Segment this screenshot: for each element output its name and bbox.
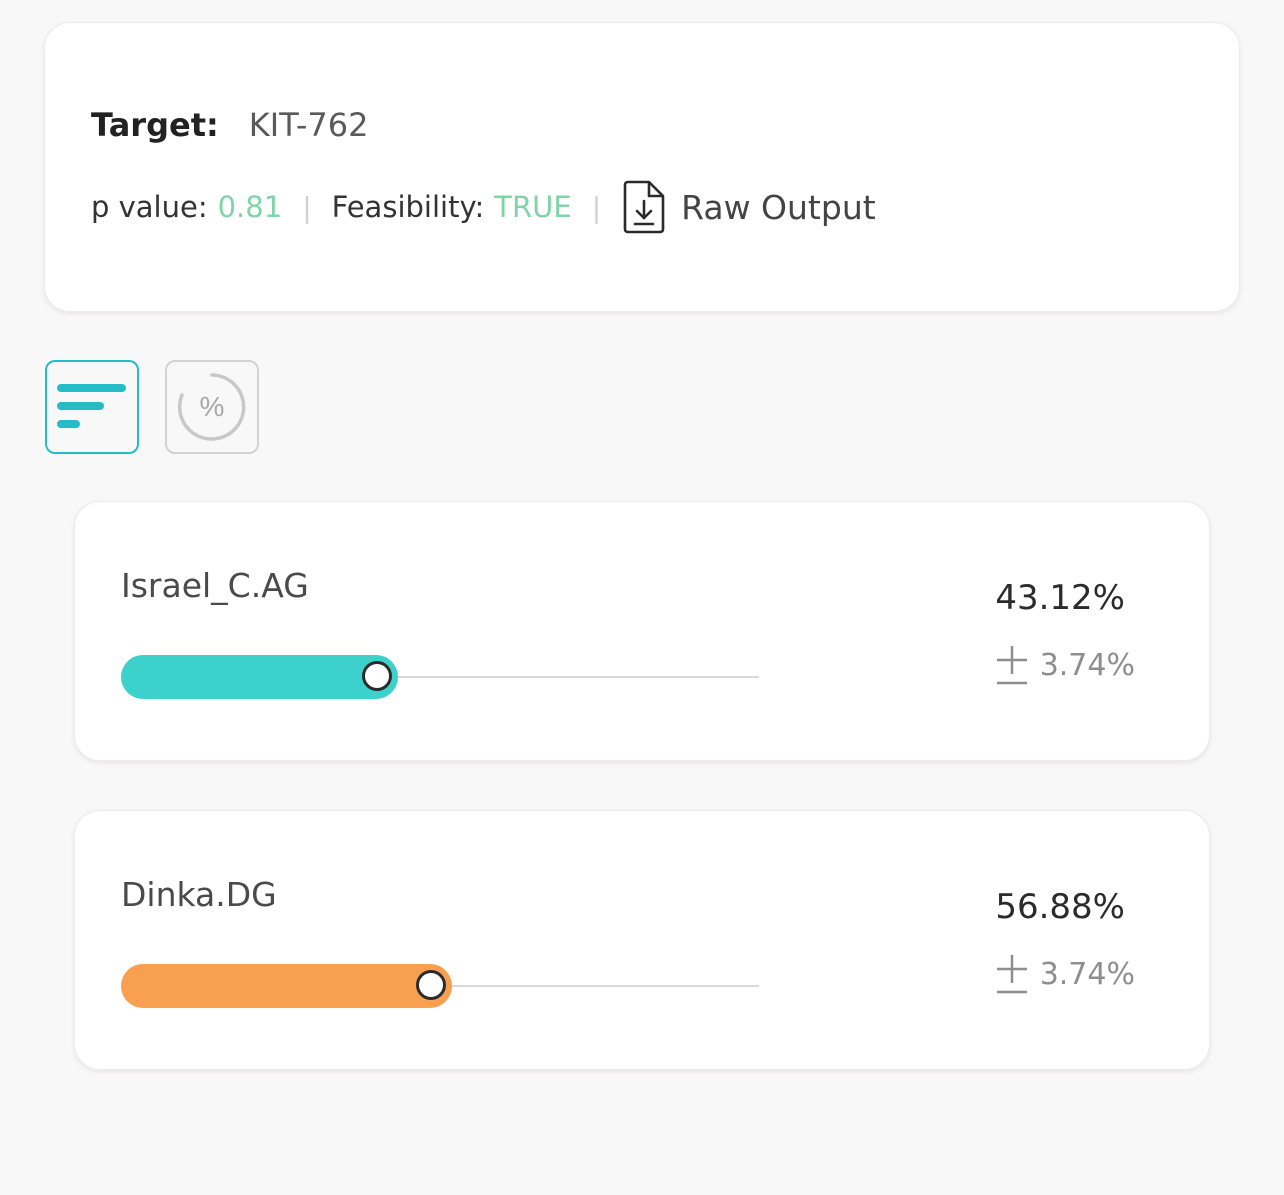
component-name: Dinka.DG — [121, 875, 277, 914]
component-bar — [121, 655, 759, 699]
bar-fill — [121, 655, 398, 699]
target-label: Target: — [91, 106, 219, 144]
bar-handle[interactable] — [416, 970, 446, 1000]
raw-output-button[interactable]: Raw Output — [621, 179, 876, 235]
feasibility-value: TRUE — [494, 190, 572, 224]
bar-handle[interactable] — [362, 661, 392, 691]
component-name: Israel_C.AG — [121, 566, 309, 605]
percent-view-toggle[interactable]: % — [165, 360, 259, 454]
percent-circle-icon: % — [177, 373, 246, 441]
component-percent: 56.88% — [995, 887, 1125, 927]
plus-minus-icon — [996, 646, 1027, 685]
separator: | — [591, 190, 602, 224]
component-error: 3.74% — [994, 644, 1135, 686]
component-card: Dinka.DG 56.88% 3.74% — [74, 810, 1210, 1070]
component-bar — [121, 964, 759, 1008]
summary-card: Target: KIT-762 p value: 0.81 | Feasibil… — [44, 22, 1240, 312]
plus-minus-icon — [996, 955, 1027, 994]
meta-row: p value: 0.81 | Feasibility: TRUE | Raw … — [91, 179, 876, 235]
component-card: Israel_C.AG 43.12% 3.74% — [74, 501, 1210, 761]
p-value: 0.81 — [217, 190, 283, 224]
bar-fill — [121, 964, 452, 1008]
p-value-label: p value: — [91, 190, 208, 224]
component-percent: 43.12% — [995, 578, 1125, 618]
file-download-icon — [623, 180, 665, 234]
component-error: 3.74% — [994, 953, 1135, 995]
bar-track — [121, 676, 759, 678]
percent-symbol: % — [200, 391, 225, 422]
bar-view-toggle[interactable] — [45, 360, 139, 454]
feasibility-label: Feasibility: — [331, 190, 485, 224]
target-value: KIT-762 — [248, 106, 369, 144]
component-error-value: 3.74% — [1039, 956, 1135, 992]
raw-output-label: Raw Output — [681, 187, 876, 227]
target-row: Target: KIT-762 — [91, 103, 368, 147]
component-error-value: 3.74% — [1039, 647, 1135, 683]
separator: | — [302, 190, 312, 224]
bar-chart-icon — [57, 384, 126, 428]
